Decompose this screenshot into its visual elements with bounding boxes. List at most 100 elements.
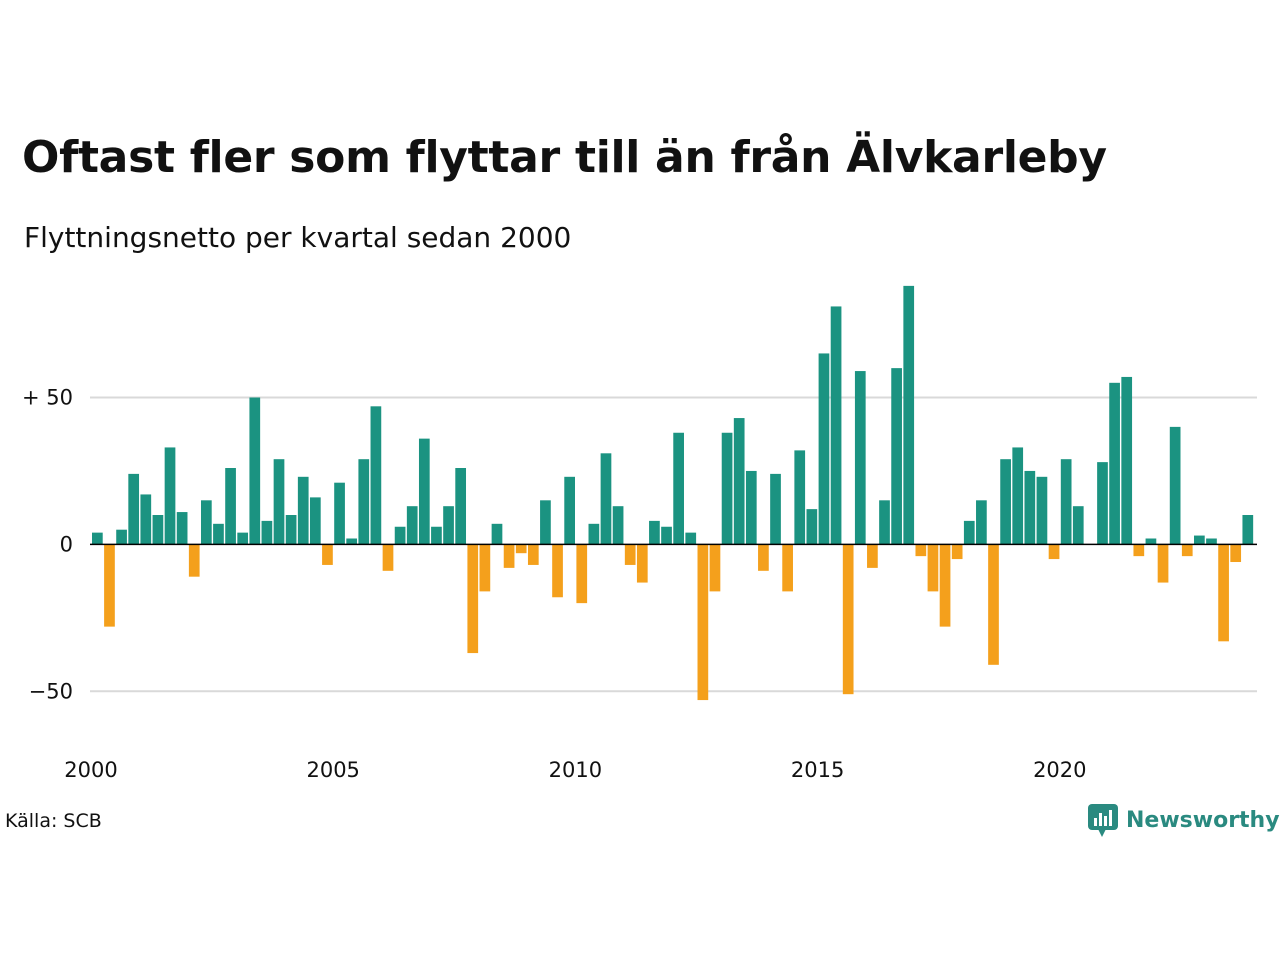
- bar: 2020K4: 28: [1097, 462, 1108, 545]
- bar: 2018K2: 15: [976, 500, 987, 545]
- y-tick-label: + 50: [22, 386, 73, 410]
- bar: 2013K1: 38: [721, 432, 733, 545]
- bar: 2015K3: -51: [842, 544, 854, 695]
- x-tick-label: 2010: [549, 758, 602, 782]
- bar: 2004K3: 16: [309, 497, 321, 545]
- bar: 2019K1: 33: [1012, 447, 1024, 545]
- bar: 2012K3: -53: [697, 544, 709, 701]
- bar: 2015K1: 65: [818, 353, 830, 545]
- bar: 2017K2: -16: [927, 544, 939, 592]
- bar: 2002K3: 7: [213, 523, 224, 545]
- bar: 2019K4: -5: [1048, 544, 1060, 560]
- bar: 2021K2: 57: [1121, 376, 1133, 545]
- bar: 2019K2: 25: [1024, 470, 1036, 545]
- bar: 2007K1: 6: [431, 526, 442, 545]
- bar: 2006K3: 13: [406, 506, 418, 545]
- bar: 2016K2: 15: [879, 500, 890, 545]
- bar: 2011K2: -13: [636, 544, 648, 583]
- bar: 2003K2: 50: [249, 397, 261, 545]
- bar: 2006K1: -9: [382, 544, 394, 571]
- newsworthy-logo: Newsworthy: [1088, 802, 1280, 838]
- x-tick-label: 2015: [791, 758, 844, 782]
- bar: 2012K2: 4: [685, 532, 697, 545]
- bar: 2009K2: 15: [540, 500, 551, 545]
- bar: 2022K3: -4: [1181, 544, 1193, 557]
- bar: 2001K2: 10: [152, 515, 164, 545]
- bar: 2000K4: 24: [128, 473, 140, 545]
- bar: 2008K2: 7: [491, 523, 503, 545]
- bar: 2023K2: -33: [1218, 544, 1229, 642]
- bar: 2014K2: -16: [782, 544, 793, 592]
- bar: 2000K1: 4: [92, 532, 103, 545]
- bar: 2019K3: 23: [1036, 476, 1048, 545]
- bar: 2022K4: 3: [1194, 535, 1205, 545]
- bar: 2008K1: -16: [479, 544, 491, 592]
- bar: 2021K3: -4: [1133, 544, 1145, 557]
- x-axis-labels: 2000 2005 2010 2015 2020: [64, 758, 1086, 782]
- bar: 2021K1: 55: [1109, 382, 1120, 545]
- bars: 2000K1: 42000K2: -282000K3: 52000K4: 24 2…: [92, 285, 1254, 701]
- brand-name: Newsworthy: [1126, 807, 1280, 833]
- bar: 2008K4: -3: [515, 544, 527, 554]
- bar: 2007K4: -37: [467, 544, 479, 654]
- bar: 2018K1: 8: [963, 520, 975, 545]
- bar: 2007K3: 26: [455, 468, 467, 545]
- bar: 2020K2: 13: [1072, 506, 1084, 545]
- bar: 2010K2: 7: [588, 523, 600, 545]
- bar: 2011K4: 6: [661, 526, 672, 545]
- bar: 2012K4: -16: [709, 544, 721, 592]
- x-tick-label: 2000: [64, 758, 117, 782]
- bar: 2004K1: 10: [285, 515, 297, 545]
- y-axis-labels: + 50 0 −50: [22, 386, 73, 704]
- bar: 2003K1: 4: [237, 532, 249, 545]
- bar: 2002K2: 15: [200, 500, 212, 545]
- x-tick-label: 2020: [1033, 758, 1086, 782]
- bar: 2005K4: 47: [370, 406, 382, 545]
- bar: 2000K2: -28: [104, 544, 115, 627]
- bar: 2023K1: 2: [1206, 538, 1217, 545]
- bar: 2013K4: -9: [758, 544, 769, 571]
- bar: 2005K3: 29: [358, 459, 370, 545]
- bar: 2020K1: 29: [1060, 459, 1072, 545]
- bar: 2012K1: 38: [673, 432, 684, 545]
- bar: 2010K4: 13: [612, 506, 624, 545]
- bar: 2011K3: 8: [649, 520, 660, 545]
- bar: 2018K4: 29: [1000, 459, 1011, 545]
- bar: 2016K3: 60: [891, 368, 902, 545]
- y-tick-label: 0: [60, 532, 73, 556]
- gridlines: [90, 396, 1257, 693]
- bar: 2000K3: 5: [116, 529, 127, 545]
- bar: 2001K3: 33: [164, 447, 176, 545]
- bar: 2013K2: 43: [733, 418, 745, 545]
- bar: 2005K1: 21: [334, 482, 345, 545]
- bar: 2006K2: 6: [394, 526, 406, 545]
- bar-chart: 2000K1: 42000K2: -282000K3: 52000K4: 24 2…: [22, 285, 1257, 782]
- bar: 2003K4: 29: [273, 459, 285, 545]
- bar: 2021K4: 2: [1145, 538, 1157, 545]
- bar: 2018K3: -41: [988, 544, 999, 665]
- y-tick-label: −50: [29, 679, 73, 703]
- bar: 2002K1: -11: [188, 544, 200, 577]
- bar: 2004K2: 23: [297, 476, 309, 545]
- bar: 2009K4: 23: [564, 476, 575, 545]
- bar: 2022K2: 40: [1169, 426, 1181, 545]
- source-note: Källa: SCB: [5, 810, 102, 832]
- bar: 2002K4: 26: [225, 468, 236, 545]
- bar: 2015K4: 59: [854, 371, 866, 545]
- bar: 2016K1: -8: [867, 544, 878, 568]
- bar: 2011K1: -7: [624, 544, 636, 565]
- bar: 2009K1: -7: [527, 544, 539, 565]
- bar: 2015K2: 81: [830, 306, 842, 545]
- bar: 2005K2: 2: [346, 538, 358, 545]
- bar: 2014K4: 12: [806, 509, 818, 545]
- chart-subtitle: Flyttningsnetto per kvartal sedan 2000: [24, 221, 572, 254]
- x-tick-label: 2005: [306, 758, 359, 782]
- bar: 2023K4: 10: [1242, 515, 1254, 545]
- bar: 2016K4: 88: [903, 285, 915, 545]
- bar: 2003K3: 8: [261, 520, 273, 545]
- bar: 2006K4: 36: [418, 438, 430, 545]
- bar: 2004K4: -7: [322, 544, 333, 565]
- bar: 2017K3: -28: [939, 544, 951, 627]
- bar: 2017K1: -4: [915, 544, 927, 557]
- bar: 2008K3: -8: [503, 544, 515, 568]
